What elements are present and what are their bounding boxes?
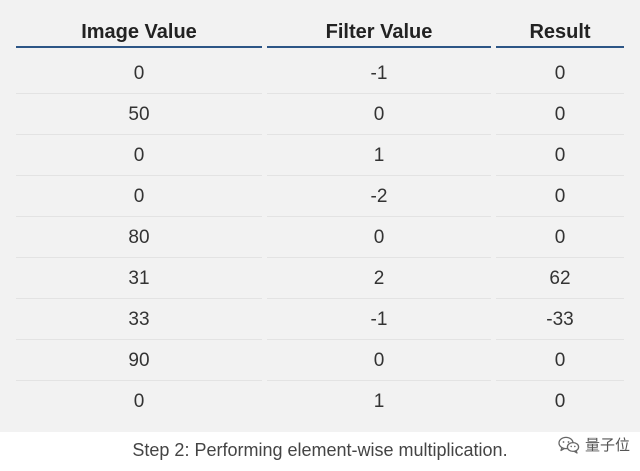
cell-filter-value: -2 <box>370 186 388 207</box>
row-divider <box>496 216 624 217</box>
row-divider <box>496 257 624 258</box>
row-divider <box>16 134 262 135</box>
row-divider <box>267 175 491 176</box>
cell-image-value: 0 <box>133 145 145 166</box>
cell-filter-value: 2 <box>373 268 385 289</box>
row-divider <box>16 380 262 381</box>
cell-image-value: 31 <box>128 268 150 289</box>
cell-filter-value: 0 <box>373 350 385 371</box>
row-divider <box>16 298 262 299</box>
cell-result: 0 <box>554 63 566 84</box>
row-divider <box>267 134 491 135</box>
cell-result: 0 <box>554 186 566 207</box>
row-divider <box>267 380 491 381</box>
cell-image-value: 0 <box>133 391 145 412</box>
row-divider <box>267 339 491 340</box>
cell-result: 0 <box>554 391 566 412</box>
cell-filter-value: 1 <box>373 391 385 412</box>
header-image-value: Image Value <box>16 20 262 48</box>
table-row: 0 -2 0 <box>0 176 640 217</box>
row-divider <box>16 216 262 217</box>
table-row: 0 1 0 <box>0 135 640 176</box>
table-row: 31 2 62 <box>0 258 640 299</box>
cell-image-value: 0 <box>133 186 145 207</box>
cell-result: 62 <box>549 268 571 289</box>
header-rule <box>496 46 624 48</box>
row-divider <box>496 380 624 381</box>
table-panel: Image Value Filter Value Result 0 -1 0 5… <box>0 0 640 432</box>
cell-result: 0 <box>554 227 566 248</box>
row-divider <box>496 93 624 94</box>
table-row: 80 0 0 <box>0 217 640 258</box>
header-rule <box>267 46 491 48</box>
table-row: 90 0 0 <box>0 340 640 381</box>
row-divider <box>496 175 624 176</box>
header-label: Filter Value <box>325 21 433 43</box>
table-row: 0 -1 0 <box>0 53 640 94</box>
cell-result: 0 <box>554 145 566 166</box>
cell-filter-value: 1 <box>373 145 385 166</box>
header-label: Result <box>529 21 591 43</box>
cell-image-value: 0 <box>133 63 145 84</box>
cell-result: -33 <box>546 309 574 330</box>
cell-result: 0 <box>554 350 566 371</box>
cell-image-value: 50 <box>128 104 150 125</box>
row-divider <box>496 298 624 299</box>
header-rule <box>16 46 262 48</box>
cell-image-value: 90 <box>128 350 150 371</box>
header-result: Result <box>496 20 624 48</box>
table-row: 0 1 0 <box>0 381 640 422</box>
figure-caption: Step 2: Performing element-wise multipli… <box>132 440 508 460</box>
table-row: 33 -1 -33 <box>0 299 640 340</box>
watermark: 量子位 <box>558 434 630 455</box>
cell-image-value: 80 <box>128 227 150 248</box>
cell-filter-value: 0 <box>373 104 385 125</box>
row-divider <box>267 257 491 258</box>
cell-result: 0 <box>554 104 566 125</box>
row-divider <box>267 93 491 94</box>
cell-filter-value: -1 <box>370 63 388 84</box>
watermark-text: 量子位 <box>584 437 630 454</box>
cell-filter-value: 0 <box>373 227 385 248</box>
table-body: 0 -1 0 50 0 0 0 1 0 0 -2 0 <box>0 53 640 422</box>
row-divider <box>16 93 262 94</box>
row-divider <box>496 134 624 135</box>
header-label: Image Value <box>81 21 197 43</box>
row-divider <box>16 175 262 176</box>
cell-filter-value: -1 <box>370 309 388 330</box>
row-divider <box>16 257 262 258</box>
row-divider <box>16 339 262 340</box>
wechat-icon <box>558 436 580 454</box>
table-row: 50 0 0 <box>0 94 640 135</box>
row-divider <box>267 298 491 299</box>
header-filter-value: Filter Value <box>267 20 491 48</box>
row-divider <box>496 339 624 340</box>
row-divider <box>267 216 491 217</box>
cell-image-value: 33 <box>128 309 150 330</box>
